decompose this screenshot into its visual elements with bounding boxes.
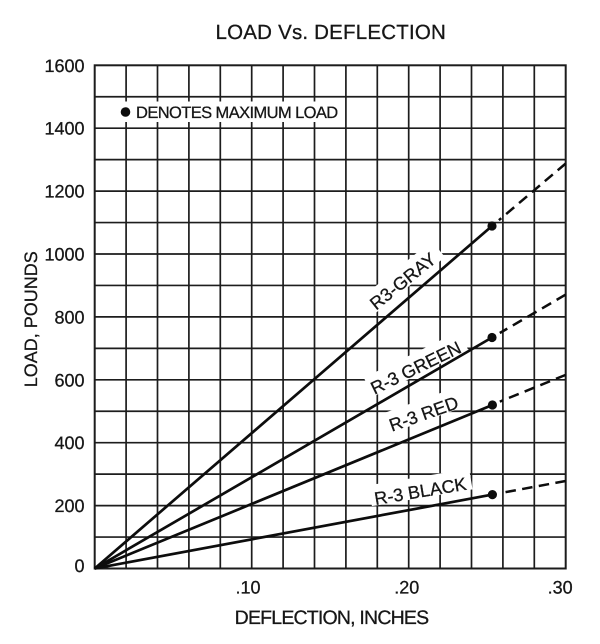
svg-text:.30: .30 bbox=[548, 577, 573, 597]
svg-text:200: 200 bbox=[54, 496, 84, 516]
svg-text:1600: 1600 bbox=[44, 56, 84, 76]
svg-text:400: 400 bbox=[54, 433, 84, 453]
svg-text:DENOTES MAXIMUM LOAD: DENOTES MAXIMUM LOAD bbox=[136, 104, 338, 122]
svg-text:LOAD Vs. DEFLECTION: LOAD Vs. DEFLECTION bbox=[216, 21, 446, 44]
svg-text:1000: 1000 bbox=[44, 245, 84, 265]
svg-text:600: 600 bbox=[54, 370, 84, 390]
svg-text:1200: 1200 bbox=[44, 182, 84, 202]
svg-text:DEFLECTION, INCHES: DEFLECTION, INCHES bbox=[235, 607, 429, 629]
svg-text:800: 800 bbox=[54, 307, 84, 327]
svg-text:.10: .10 bbox=[235, 577, 260, 597]
svg-text:1400: 1400 bbox=[44, 119, 84, 139]
svg-text:.20: .20 bbox=[394, 577, 419, 597]
svg-text:LOAD, POUNDS: LOAD, POUNDS bbox=[21, 251, 41, 387]
svg-text:0: 0 bbox=[74, 556, 84, 576]
svg-text:R-3 GREEN: R-3 GREEN bbox=[367, 338, 464, 399]
